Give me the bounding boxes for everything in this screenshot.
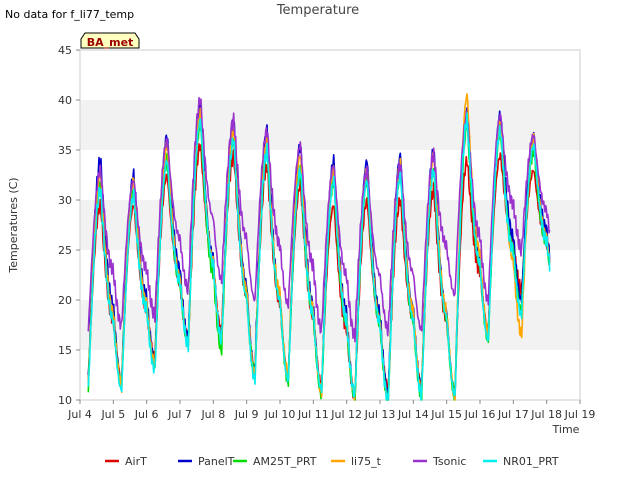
x-tick-label: Jul 4 <box>67 408 92 421</box>
x-tick-label: Jul 13 <box>364 408 396 421</box>
badge-shape <box>80 32 140 49</box>
x-tick-label: Jul 6 <box>134 408 159 421</box>
x-tick-label: Jul 19 <box>564 408 596 421</box>
y-axis-label: Temperatures (C) <box>7 177 20 273</box>
grid-band <box>80 100 580 150</box>
series-line-nr01-prt <box>87 112 551 401</box>
legend-label: NR01_PRT <box>503 455 559 468</box>
y-tick-label: 45 <box>58 44 72 57</box>
x-tick-label: Jul 7 <box>167 408 192 421</box>
legend-label: PanelT <box>198 455 235 468</box>
plot-frame <box>79 49 581 401</box>
y-tick-label: 25 <box>58 244 72 257</box>
x-tick-label: Jul 14 <box>397 408 429 421</box>
x-tick-label: Jul 11 <box>297 408 329 421</box>
series-layer <box>87 93 551 401</box>
legend-label: AirT <box>125 455 147 468</box>
y-tick-label: 35 <box>58 144 72 157</box>
grid-band <box>80 300 580 350</box>
ba-met-badge: BA_met <box>80 32 140 49</box>
x-tick-label: Jul 12 <box>330 408 362 421</box>
no-data-note: No data for f_li77_temp <box>5 8 135 21</box>
y-tick-label: 20 <box>58 294 72 307</box>
legend: AirT PanelT AM25T_PRT li75_t Tsonic NR01_PRT <box>105 455 559 468</box>
y-tick-label: 30 <box>58 194 72 207</box>
y-tick-label: 15 <box>58 344 72 357</box>
y-tick-label: 10 <box>58 394 72 407</box>
x-tick-label: Jul 9 <box>234 408 259 421</box>
legend-label: li75_t <box>351 455 382 468</box>
axes-layer: 10 15 20 25 30 35 40 45 Jul 4 Jul 5 Jul 6 Jul 7 Jul … <box>58 44 595 421</box>
x-tick-label: Jul 18 <box>530 408 562 421</box>
legend-label: Tsonic <box>432 455 466 468</box>
x-tick-label: Jul 8 <box>200 408 225 421</box>
x-axis-label: Time <box>552 423 580 436</box>
x-tick-label: Jul 16 <box>464 408 496 421</box>
x-tick-label: Jul 5 <box>100 408 125 421</box>
badge-label: BA_met <box>87 36 134 49</box>
chart-title: Temperature <box>276 3 359 18</box>
x-tick-label: Jul 10 <box>264 408 296 421</box>
legend-label: AM25T_PRT <box>253 455 317 468</box>
series-line-tsonic <box>87 96 551 343</box>
x-tick-label: Jul 15 <box>430 408 462 421</box>
x-tick-label: Jul 17 <box>497 408 529 421</box>
y-tick-label: 40 <box>58 94 72 107</box>
